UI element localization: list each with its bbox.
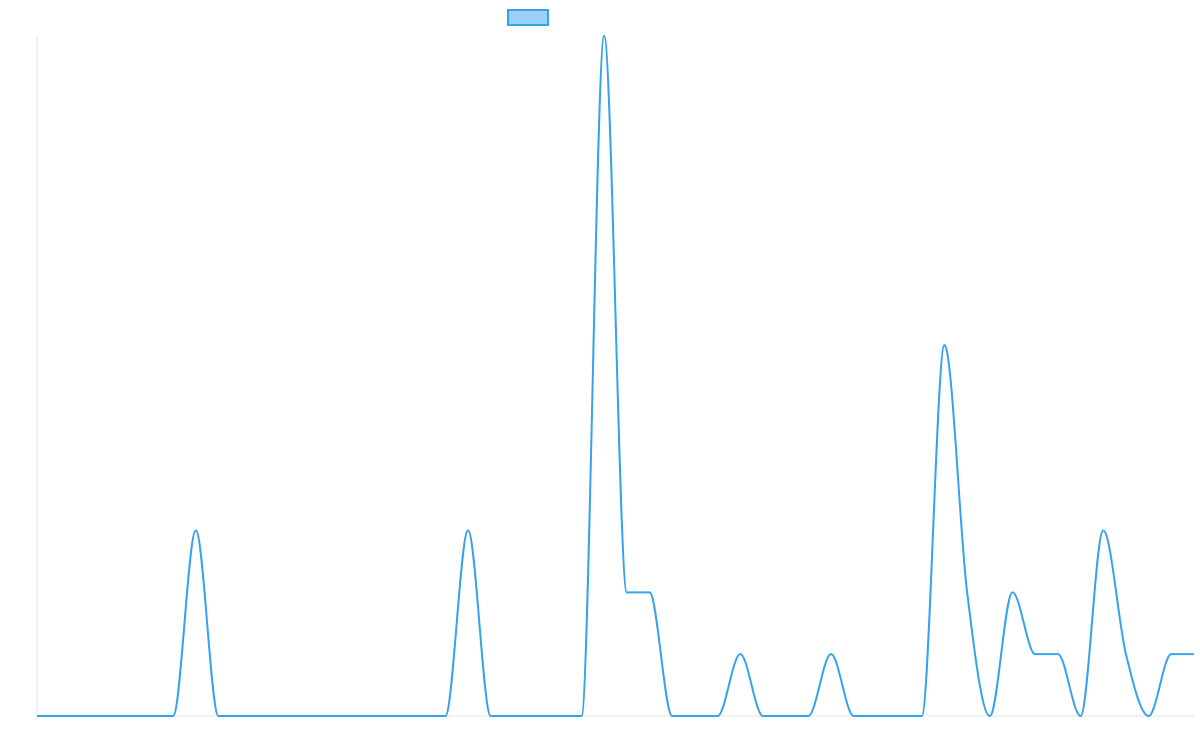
line-series — [37, 34, 1194, 718]
legend-swatch — [507, 9, 549, 26]
